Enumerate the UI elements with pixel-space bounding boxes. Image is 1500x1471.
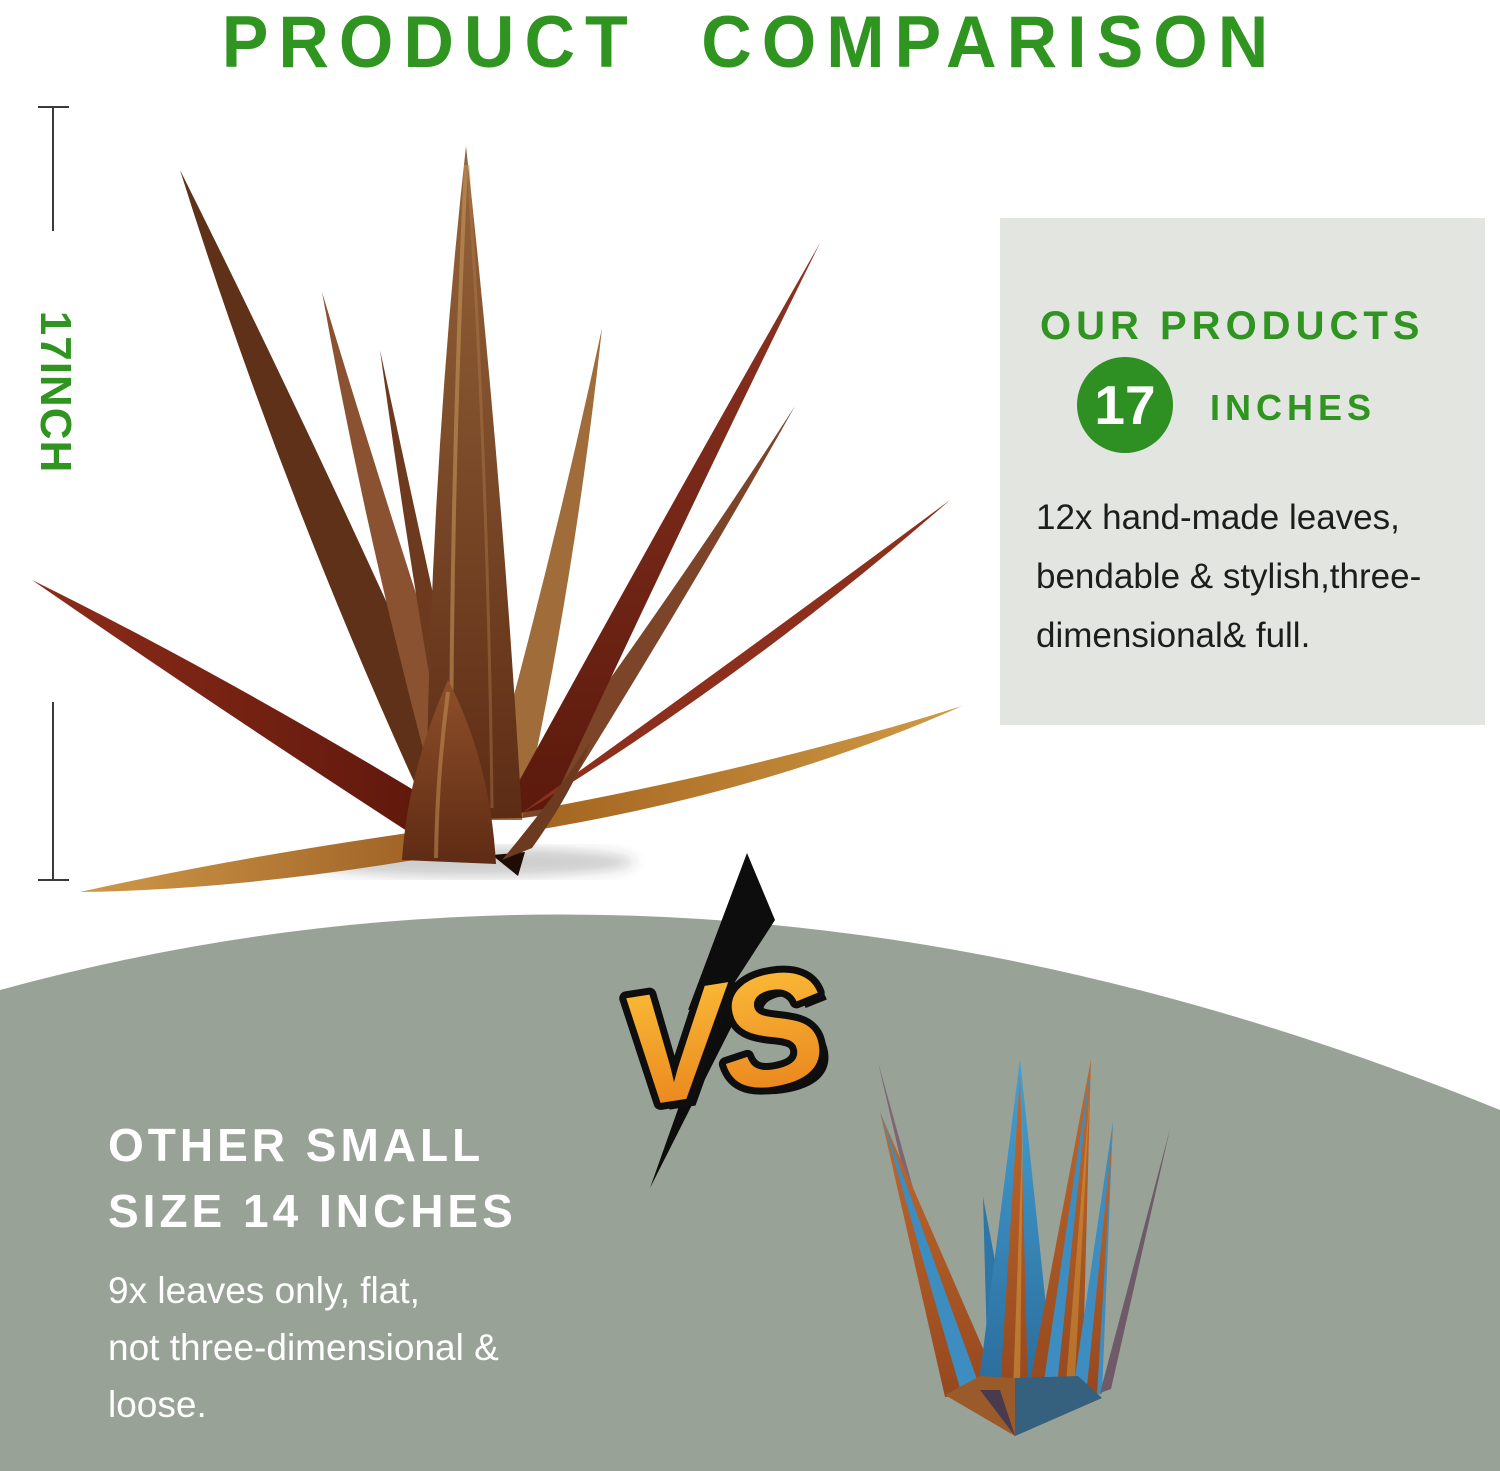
page-title: PRODUCT COMPARISON: [221, 1, 1279, 83]
background-curve: [0, 914, 1500, 1471]
vs-label-shadow: VS: [617, 942, 845, 1148]
agave-leaves: [32, 146, 962, 892]
measurement-cap-bottom: [38, 879, 69, 881]
other-product-description-line: loose.: [108, 1384, 207, 1425]
other-product-heading-line: OTHER SMALL: [108, 1119, 485, 1171]
our-product-card: OUR PRODUCTS 17 INCHES 12x hand-made lea…: [1000, 218, 1485, 725]
other-product-description: 9x leaves only, flat, not three-dimensio…: [108, 1262, 499, 1433]
inches-badge-unit: INCHES: [1210, 387, 1377, 428]
other-product-description-line: not three-dimensional &: [108, 1327, 499, 1368]
measurement-line-bottom: [52, 702, 54, 880]
other-product-description-line: 9x leaves only, flat,: [108, 1270, 420, 1311]
small-agave-leaves: [878, 1059, 1170, 1436]
our-product-description-line: dimensional& full.: [1036, 616, 1311, 655]
our-product-description-line: 12x hand-made leaves,: [1036, 498, 1400, 537]
our-product-heading: OUR PRODUCTS: [1040, 304, 1425, 348]
measurement-line-top: [52, 107, 54, 231]
vs-graphic: VS VS: [601, 853, 846, 1188]
our-product-description-line: bendable & stylish,three-: [1036, 557, 1422, 596]
inches-badge-circle: 17: [1077, 357, 1173, 453]
other-product-heading: OTHER SMALL SIZE 14 INCHES: [108, 1112, 517, 1244]
other-product-heading-line: SIZE 14 INCHES: [108, 1185, 517, 1237]
small-agave-image: [878, 1059, 1170, 1436]
large-agave-image: [32, 146, 962, 892]
lightning-bolt-icon: [650, 853, 775, 1188]
vs-label: VS: [608, 936, 836, 1142]
our-product-description: 12x hand-made leaves, bendable & stylish…: [1036, 488, 1466, 665]
inches-badge-value: 17: [1094, 374, 1156, 436]
